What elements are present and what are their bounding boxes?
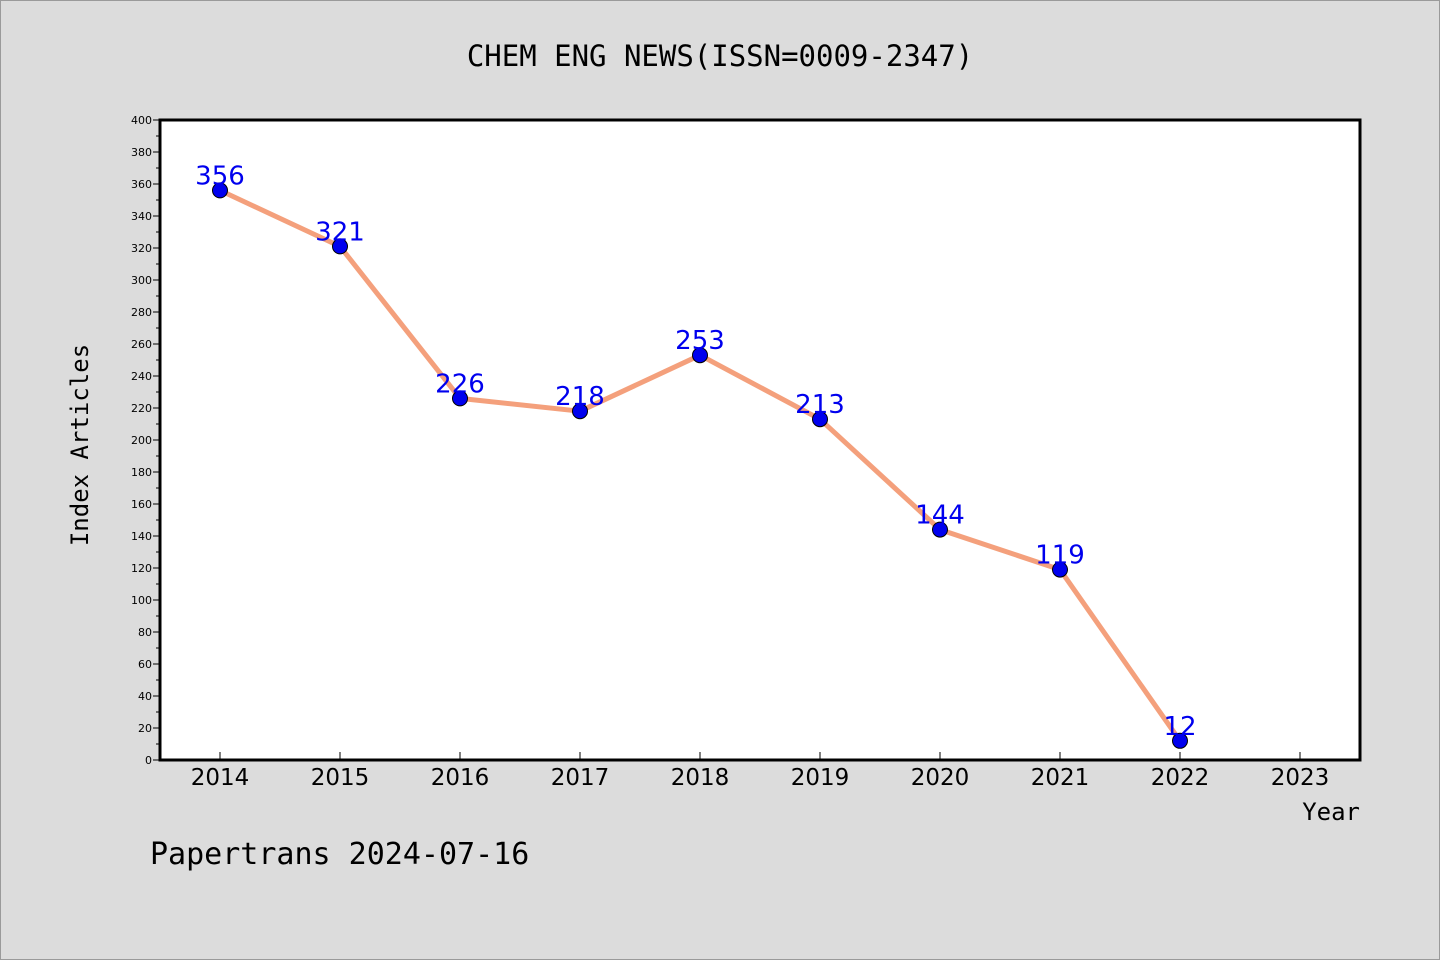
data-point: [212, 182, 228, 199]
y-tick-label: 160: [131, 498, 152, 511]
x-axis: 2014 2015 2016 2017 2018 2019 2020 2021 2022 2023: [191, 752, 1330, 791]
y-tick-label: 360: [131, 178, 152, 191]
y-tick-label: 240: [131, 370, 152, 383]
y-tick-label: 120: [131, 562, 152, 575]
data-point: [572, 403, 588, 420]
data-label: 12: [1163, 712, 1196, 742]
x-tick-label: 2019: [791, 765, 850, 791]
y-tick-label: 300: [131, 274, 152, 287]
y-tick-label: 280: [131, 306, 152, 319]
y-tick-label: 340: [131, 210, 152, 223]
y-tick-label: 0: [145, 754, 152, 767]
data-label: 218: [555, 382, 605, 412]
y-axis: 0 20 40 60 80 100 120 140 160 180 200 220 240 260 280 3…: [131, 114, 160, 767]
data-point: [1052, 561, 1068, 578]
data-point: [932, 521, 948, 538]
x-tick-label: 2020: [911, 765, 970, 791]
y-tick-label: 200: [131, 434, 152, 447]
x-axis-label: Year: [1302, 798, 1360, 826]
x-tick-label: 2017: [551, 765, 610, 791]
data-label: 253: [675, 326, 725, 356]
y-tick-label: 80: [138, 626, 152, 639]
y-tick-label: 180: [131, 466, 152, 479]
series-group: 356 321 226 218 253 213 144 119 12: [195, 161, 1197, 749]
x-tick-label: 2016: [431, 765, 490, 791]
x-tick-label: 2023: [1271, 765, 1330, 791]
y-tick-label: 400: [131, 114, 152, 127]
data-point: [1172, 732, 1188, 749]
y-tick-label: 220: [131, 402, 152, 415]
data-label: 226: [435, 369, 485, 399]
x-tick-label: 2022: [1151, 765, 1210, 791]
data-label: 119: [1035, 541, 1085, 571]
y-tick-label: 60: [138, 658, 152, 671]
x-tick-label: 2014: [191, 765, 250, 791]
y-tick-label: 20: [138, 722, 152, 735]
chart-title: CHEM ENG NEWS(ISSN=0009-2347): [467, 39, 973, 73]
y-tick-label: 100: [131, 594, 152, 607]
data-point: [692, 347, 708, 364]
x-tick-label: 2018: [671, 765, 730, 791]
data-label: 321: [315, 217, 365, 247]
y-tick-label: 320: [131, 242, 152, 255]
data-point: [452, 390, 468, 407]
y-axis-label: Index Articles: [66, 344, 94, 546]
data-label: 144: [915, 501, 965, 531]
x-tick-label: 2021: [1031, 765, 1090, 791]
y-tick-label: 260: [131, 338, 152, 351]
y-tick-label: 380: [131, 146, 152, 159]
plot-area: [158, 118, 1362, 762]
y-tick-label: 40: [138, 690, 152, 703]
data-point: [812, 411, 828, 428]
y-tick-label: 140: [131, 530, 152, 543]
data-point: [332, 238, 348, 255]
data-label: 213: [795, 390, 845, 420]
x-tick-label: 2015: [311, 765, 370, 791]
footer-credit: Papertrans 2024-07-16: [150, 837, 529, 872]
data-label: 356: [195, 161, 245, 191]
